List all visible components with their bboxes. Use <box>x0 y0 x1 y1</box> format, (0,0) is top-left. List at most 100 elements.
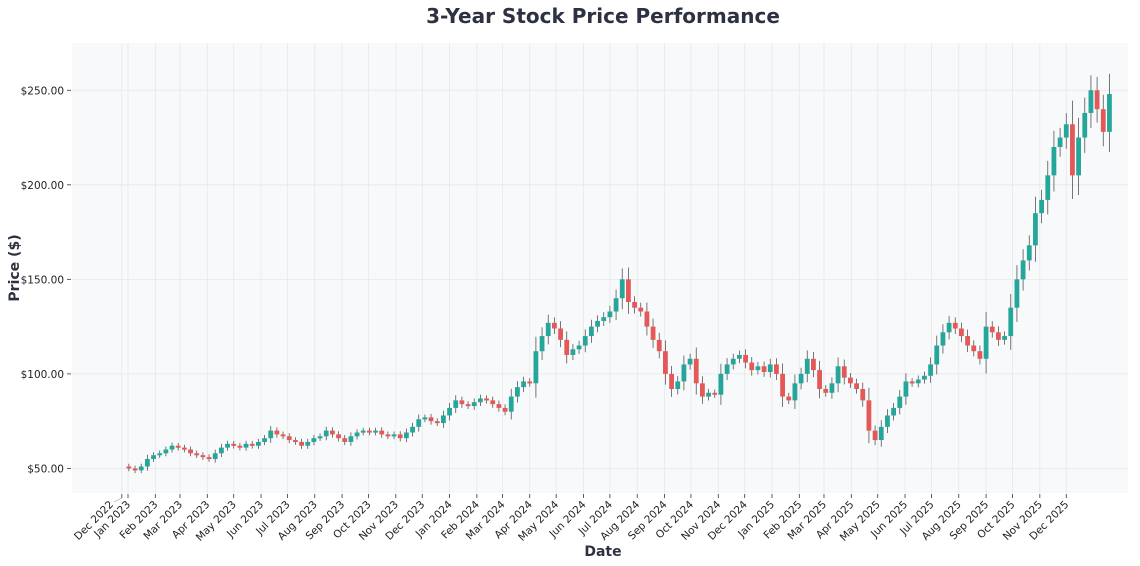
candle-up <box>829 383 835 393</box>
candle-down <box>774 364 779 374</box>
candle-up <box>440 415 446 424</box>
candle-down <box>989 326 995 333</box>
candle-down <box>397 434 403 439</box>
candle-up <box>687 358 693 365</box>
candle-down <box>860 389 866 401</box>
candle-up <box>589 326 594 337</box>
candle-up <box>804 358 810 374</box>
candle-up <box>601 317 607 321</box>
candle-down <box>181 447 187 450</box>
candle-up <box>539 336 545 352</box>
candle-up <box>138 466 144 471</box>
candle-down <box>780 373 785 397</box>
candle-down <box>669 373 674 390</box>
candle-up <box>515 387 520 397</box>
candle-down <box>761 366 767 372</box>
candle-down <box>126 466 132 469</box>
candle-down <box>965 336 970 346</box>
candle-up <box>262 438 267 442</box>
candle-down <box>1094 90 1100 110</box>
x-tick-leader <box>113 497 122 503</box>
candle-up <box>453 400 459 408</box>
candle-up <box>243 443 249 448</box>
candle-up <box>706 392 711 397</box>
candle-up <box>478 398 483 403</box>
candle-up <box>1051 146 1057 176</box>
candle-up <box>891 407 896 416</box>
candle-up <box>255 441 261 446</box>
y-tick-label: $200.00 <box>21 180 64 192</box>
candle-up <box>225 443 230 448</box>
candle-down <box>626 279 631 303</box>
plot-area <box>72 43 1128 493</box>
y-tick-label: $250.00 <box>21 85 64 97</box>
candle-up <box>619 279 625 299</box>
candle-down <box>817 370 822 390</box>
candle-down <box>496 404 502 408</box>
candle-up <box>305 441 311 446</box>
candle-up <box>212 453 218 459</box>
candle-down <box>484 398 489 401</box>
candles <box>126 73 1112 474</box>
candle-up <box>1020 260 1026 280</box>
chart-title: 3-Year Stock Price Performance <box>426 4 780 28</box>
candle-up <box>1026 245 1032 261</box>
candle-down <box>434 421 440 424</box>
candle-down <box>977 351 983 359</box>
candle-down <box>175 445 181 448</box>
candle-down <box>644 311 650 327</box>
candle-down <box>286 436 292 441</box>
candle-down <box>336 434 341 439</box>
candle-down <box>743 354 748 363</box>
candle-up <box>311 438 317 442</box>
candle-down <box>848 377 853 384</box>
candle-down <box>342 438 348 442</box>
candle-down <box>379 430 385 435</box>
candle-up <box>798 373 804 384</box>
candle-down <box>909 381 915 384</box>
candle-up <box>1008 307 1014 337</box>
candle-up <box>447 407 452 416</box>
candle-down <box>366 430 372 433</box>
candle-up <box>1045 175 1051 200</box>
candle-down <box>280 434 286 437</box>
candle-up <box>595 320 600 327</box>
candle-down <box>866 400 872 431</box>
candle-up <box>1076 137 1081 176</box>
candle-up <box>718 373 724 395</box>
candle-down <box>200 455 206 458</box>
candle-up <box>508 396 514 412</box>
candle-up <box>471 402 477 407</box>
candle-up <box>317 436 323 439</box>
candle-down <box>552 322 557 329</box>
candle-down <box>564 339 570 355</box>
candle-down <box>854 383 859 390</box>
candle-down <box>632 302 637 308</box>
y-tick-label: $50.00 <box>27 463 64 475</box>
candle-up <box>730 358 736 365</box>
candle-up <box>835 366 841 384</box>
candle-down <box>841 366 847 378</box>
candle-up <box>681 364 687 382</box>
candle-up <box>416 419 422 427</box>
candle-down <box>237 445 243 448</box>
candle-up <box>169 445 175 450</box>
candle-up <box>897 396 903 408</box>
candle-up <box>792 383 798 401</box>
candle-up <box>1033 213 1038 246</box>
candle-up <box>928 364 933 376</box>
candle-up <box>922 375 927 380</box>
candle-down <box>996 332 1001 340</box>
candle-up <box>360 430 366 433</box>
candle-down <box>194 453 200 456</box>
candle-down <box>823 389 829 393</box>
candle-down <box>527 381 533 384</box>
candle-down <box>188 449 193 454</box>
candle-down <box>490 400 496 405</box>
candle-up <box>422 417 428 420</box>
gridlines <box>72 43 1128 493</box>
candle-up <box>582 336 588 346</box>
candle-up <box>1039 199 1044 214</box>
